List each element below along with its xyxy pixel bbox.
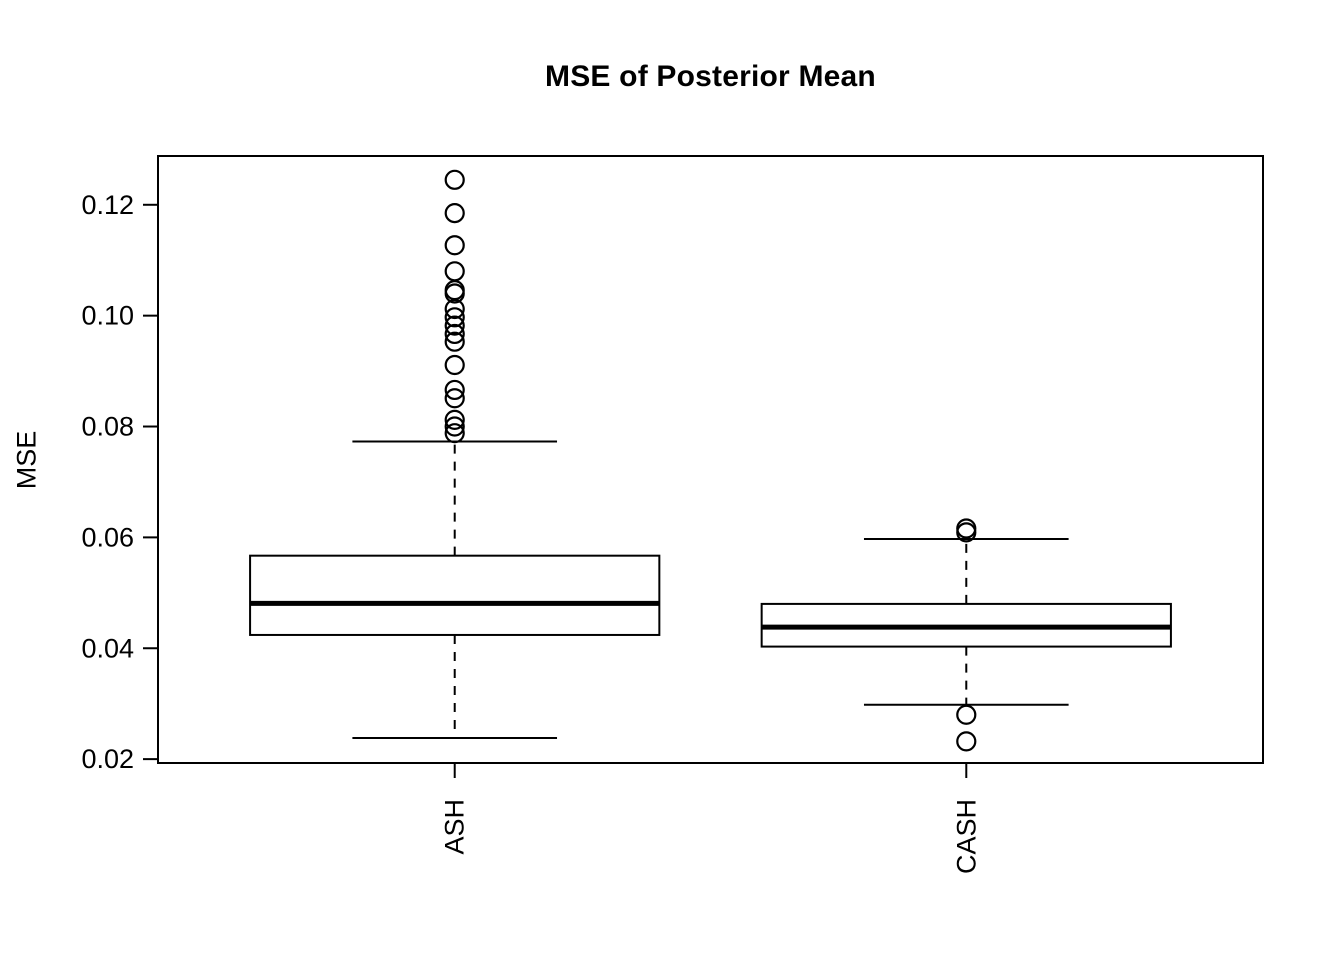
outlier-point-ash xyxy=(444,307,465,328)
outlier-point-ash xyxy=(444,331,465,352)
outlier-point-ash xyxy=(444,169,465,190)
y-axis-tick-label: 0.12 xyxy=(81,190,134,220)
outlier-point-ash xyxy=(444,379,465,401)
outlier-point-ash xyxy=(444,298,465,320)
category-label-cash: CASH xyxy=(951,799,981,874)
y-axis-tick-label: 0.10 xyxy=(81,301,134,331)
outlier-point-ash xyxy=(444,323,465,345)
y-axis-tick-label: 0.06 xyxy=(81,522,134,552)
outlier-point-ash xyxy=(444,416,465,437)
outlier-point-cash xyxy=(956,731,977,752)
outlier-point-ash xyxy=(444,283,465,304)
outlier-point-cash xyxy=(956,518,977,539)
chart-title: MSE of Posterior Mean xyxy=(545,60,876,93)
outlier-point-ash xyxy=(444,235,465,256)
iqr-box-ash xyxy=(249,554,661,636)
outlier-point-cash xyxy=(956,704,977,725)
outlier-point-ash xyxy=(444,202,465,224)
category-label-ash: ASH xyxy=(440,799,470,855)
y-axis-tick-label: 0.04 xyxy=(81,633,134,663)
outlier-point-cash xyxy=(956,522,977,543)
outlier-point-ash xyxy=(444,388,465,409)
y-axis-tick-label: 0.08 xyxy=(81,412,134,442)
outlier-point-ash xyxy=(444,423,465,444)
outlier-point-ash xyxy=(444,315,465,336)
y-axis-title: MSE xyxy=(11,430,42,490)
outlier-point-ash xyxy=(444,354,465,376)
outlier-point-ash xyxy=(444,261,465,282)
y-axis-tick-label: 0.02 xyxy=(81,744,134,774)
outlier-point-ash xyxy=(444,409,465,430)
plot-frame xyxy=(157,155,1264,764)
